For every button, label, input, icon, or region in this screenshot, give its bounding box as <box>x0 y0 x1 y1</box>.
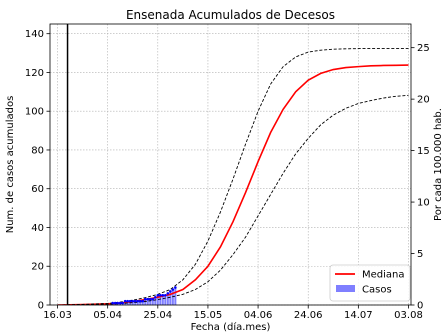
casos-point <box>113 301 117 305</box>
casos-bar <box>154 297 157 305</box>
casos-point <box>161 294 165 297</box>
casos-point <box>118 301 122 305</box>
casos-point <box>111 301 114 305</box>
casos-point <box>164 294 167 297</box>
chart-title: Ensenada Acumulados de Decesos <box>126 8 335 22</box>
y-tick-label: 40 <box>31 223 44 234</box>
casos-point <box>143 297 147 301</box>
casos-point <box>128 299 132 303</box>
plot-frame <box>49 23 412 306</box>
casos-bar <box>159 295 162 305</box>
casos-bar <box>174 287 177 305</box>
legend: Mediana Casos <box>329 264 411 302</box>
casos-bar <box>149 299 152 305</box>
y-axis-ticks: 0 20 40 60 80 100 120 140 <box>25 29 50 312</box>
y-tick-label: 80 <box>31 145 44 156</box>
series-line-lower <box>57 94 409 305</box>
casos-bar <box>136 301 139 305</box>
casos-point <box>146 297 150 301</box>
casos-point <box>116 301 119 305</box>
casos-bar <box>156 295 159 305</box>
casos-point <box>136 299 140 303</box>
y-tick-label: 0 <box>38 301 44 312</box>
casos-points <box>111 286 177 305</box>
casos-point <box>138 299 142 303</box>
casos-bar <box>141 301 144 305</box>
x-tick-label: 25.04 <box>143 310 172 321</box>
right-tick-label: 0 <box>417 301 423 312</box>
x-tick-label: 05.04 <box>93 310 122 321</box>
casos-bar <box>131 301 134 305</box>
casos-bar <box>144 299 147 305</box>
casos-bar <box>139 301 142 305</box>
casos-bar <box>164 295 167 305</box>
casos-point <box>131 299 135 303</box>
casos-point <box>141 299 145 303</box>
x-tick-label: 15.05 <box>194 310 223 321</box>
y-tick-label: 20 <box>31 262 44 273</box>
right-tick-label: 10 <box>417 198 430 209</box>
right-axis-ticks: 0 5 10 15 20 25 <box>411 43 430 312</box>
casos-point <box>171 288 175 291</box>
casos-point <box>174 286 177 289</box>
x-tick-label: 24.06 <box>294 310 323 321</box>
casos-bar <box>171 289 174 305</box>
casos-point <box>123 299 127 303</box>
casos-bar <box>134 301 137 305</box>
x-tick-label: 04.06 <box>244 310 273 321</box>
casos-bar <box>166 293 169 305</box>
legend-mediana-label: Mediana <box>362 270 405 281</box>
casos-point <box>159 294 162 297</box>
casos-point <box>153 295 157 299</box>
right-tick-label: 15 <box>417 146 430 157</box>
casos-point <box>126 299 130 303</box>
legend-casos-label: Casos <box>362 285 392 296</box>
casos-bar <box>146 299 149 305</box>
x-axis-label: Fecha (día.mes) <box>191 321 271 333</box>
casos-bar <box>126 301 129 305</box>
right-tick-label: 20 <box>417 95 430 106</box>
y-tick-label: 140 <box>25 29 44 40</box>
legend-casos-swatch <box>336 285 355 292</box>
x-tick-label: 16.03 <box>43 310 72 321</box>
y-tick-label: 60 <box>31 184 44 195</box>
casos-point <box>148 297 152 301</box>
casos-point <box>169 290 172 293</box>
series-line-upper <box>57 48 409 305</box>
y-axis-label: Num. de casos acumulados <box>5 96 16 234</box>
casos-bar <box>151 299 154 305</box>
x-tick-label: 03.08 <box>394 310 423 321</box>
casos-point <box>121 301 125 305</box>
x-axis-ticks: 16.03 05.04 25.04 15.05 04.06 24.06 14.07 03.08 <box>43 305 423 321</box>
right-tick-label: 25 <box>417 43 430 54</box>
y-tick-label: 120 <box>25 68 44 79</box>
y-tick-label: 100 <box>25 107 44 118</box>
casos-point <box>166 292 170 295</box>
casos-point <box>151 297 155 301</box>
x-tick-label: 14.07 <box>344 310 373 321</box>
right-tick-label: 5 <box>417 249 423 260</box>
right-axis-label: Por cada 100.000 hab. <box>433 108 444 221</box>
casos-bar <box>161 295 164 305</box>
casos-bar <box>169 291 172 305</box>
casos-point <box>133 299 137 303</box>
casos-point <box>156 294 160 297</box>
